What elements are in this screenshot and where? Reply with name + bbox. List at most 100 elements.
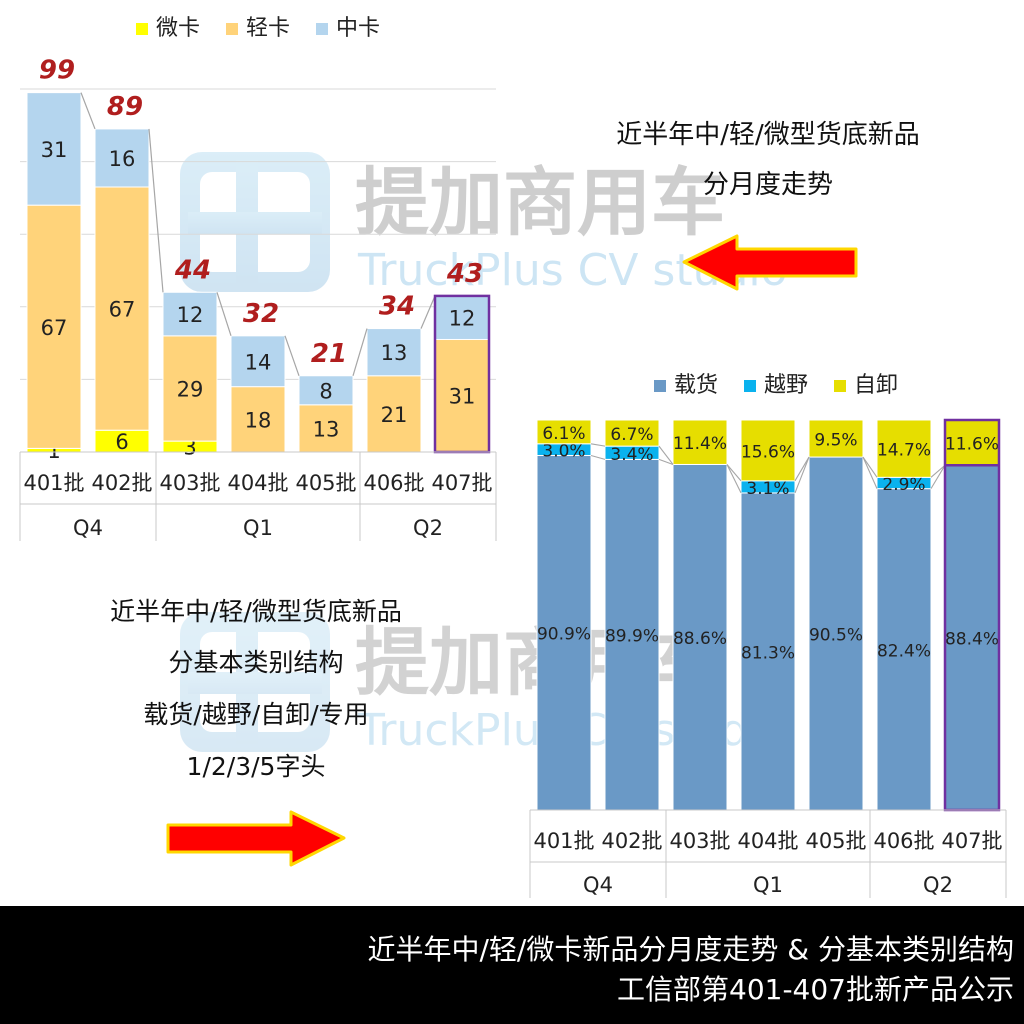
bar-自卸-406批: [876, 419, 932, 478]
total-label-407批: 43: [446, 259, 483, 289]
chart1-group-label-1: Q1: [243, 516, 273, 540]
data-label-轻卡-402批: 67: [109, 298, 136, 322]
total-label-404批: 32: [243, 299, 279, 329]
watermark-logo-icon: [180, 612, 330, 752]
legend-swatch-chart1-2: [316, 23, 328, 35]
series-connector: [590, 443, 606, 447]
legend-label-chart2-0: 载货: [674, 373, 718, 398]
bar-自卸-401批: [536, 419, 592, 445]
series-connector: [930, 464, 946, 489]
data-label-载货-402批: 89.9%: [605, 627, 659, 647]
data-label-越野-406批: 2.9%: [882, 475, 925, 495]
callout-top-line1: 近半年中/轻/微型货底新品: [616, 120, 920, 150]
legend-label-chart1-0: 微卡: [156, 16, 200, 41]
series-connector: [420, 295, 436, 329]
data-label-越野-401批: 3.0%: [542, 442, 585, 462]
chart1-category-label-6: 407批: [431, 471, 492, 495]
data-label-越野-402批: 3.4%: [610, 445, 653, 465]
data-label-自卸-406批: 14.7%: [877, 441, 931, 461]
data-label-自卸-402批: 6.7%: [610, 425, 653, 445]
chart2-category-label-3: 404批: [737, 829, 798, 853]
data-label-自卸-403批: 11.4%: [673, 434, 727, 454]
legend-swatch-chart2-2: [834, 380, 846, 392]
total-label-401批: 99: [39, 56, 75, 86]
bar-自卸-403批: [672, 419, 728, 465]
series-connector: [930, 464, 946, 478]
callout-bottom-line1: 近半年中/轻/微型货底新品: [110, 597, 402, 626]
chart2-group-label-2: Q2: [923, 873, 953, 897]
callout-bottom-line3: 载货/越野/自卸/专用: [143, 700, 368, 729]
data-label-中卡-404批: 14: [245, 350, 272, 374]
bar-中卡-404批: [230, 335, 286, 388]
data-label-自卸-407批: 11.6%: [945, 435, 999, 455]
series-connector: [216, 292, 232, 337]
bar-中卡-401批: [26, 92, 82, 206]
bar-载货-405批: [808, 456, 864, 811]
series-connector: [726, 464, 742, 482]
series-connector: [862, 456, 878, 489]
data-label-载货-403批: 88.6%: [673, 629, 727, 649]
legend-swatch-chart2-1: [744, 380, 756, 392]
watermark-logo-icon: [180, 152, 330, 292]
data-label-轻卡-403批: 29: [177, 377, 204, 401]
data-label-中卡-402批: 16: [109, 147, 136, 171]
chart-structure-by-type: 载货 越野 自卸 90.9% 3.0%6.1% 89.9% 3.4%6.7% 88.6% 11.…: [529, 373, 1007, 898]
total-label-403批: 44: [174, 255, 211, 285]
legend-swatch-chart2-0: [654, 380, 666, 392]
chart2-category-label-0: 401批: [533, 829, 594, 853]
series-connector: [352, 328, 368, 376]
chart1-category-label-1: 402批: [91, 471, 152, 495]
data-label-载货-406批: 82.4%: [877, 641, 931, 661]
data-label-载货-405批: 90.5%: [809, 626, 863, 646]
bar-载货-406批: [876, 488, 932, 811]
legend-swatch-chart1-1: [226, 23, 238, 35]
footer-subtitle: 工信部第401-407批新产品公示: [617, 973, 1014, 1006]
chart1-category-label-2: 403批: [159, 471, 220, 495]
data-label-中卡-406批: 13: [381, 341, 408, 365]
chart2-group-label-1: Q1: [753, 873, 783, 897]
chart1-group-label-2: Q2: [413, 516, 443, 540]
data-label-轻卡-401批: 67: [41, 316, 68, 340]
data-label-轻卡-404批: 18: [245, 408, 272, 432]
chart1-category-label-5: 406批: [363, 471, 424, 495]
watermark-brand: 提加商用车: [355, 160, 725, 246]
chart1-category-label-0: 401批: [23, 471, 84, 495]
bar-轻卡-405批: [298, 404, 354, 453]
chart2-category-label-6: 407批: [941, 829, 1002, 853]
chart1-category-label-3: 404批: [227, 471, 288, 495]
callout-bottom-line4: 1/2/3/5字头: [187, 752, 326, 781]
bar-载货-401批: [536, 454, 592, 811]
chart2-category-label-2: 403批: [669, 829, 730, 853]
data-label-中卡-407批: 12: [449, 307, 476, 331]
data-label-载货-401批: 90.9%: [537, 625, 591, 645]
footer-title: 近半年中/轻/微卡新品分月度走势 & 分基本类别结构: [367, 933, 1014, 966]
series-connector: [590, 454, 606, 460]
chart-canvas: 提加商用车 TruckPlus CV studio 提加商用车 TruckPlu…: [19, 16, 1007, 898]
data-label-轻卡-407批: 31: [449, 385, 476, 409]
chart2-category-label-4: 405批: [805, 829, 866, 853]
bar-轻卡-401批: [26, 204, 82, 449]
chart2-category-label-5: 406批: [873, 829, 934, 853]
bar-自卸-402批: [604, 419, 660, 447]
legend-label-chart2-2: 自卸: [854, 373, 898, 398]
bar-自卸-405批: [808, 419, 864, 458]
data-label-载货-404批: 81.3%: [741, 643, 795, 663]
data-label-中卡-405批: 8: [319, 379, 332, 403]
data-label-载货-407批: 88.4%: [945, 630, 999, 650]
data-label-自卸-404批: 15.6%: [741, 442, 795, 462]
series-connector: [658, 458, 674, 465]
bar-中卡-406批: [366, 328, 422, 377]
chart2-group-label-0: Q4: [583, 873, 613, 897]
total-label-402批: 89: [107, 92, 143, 122]
series-connector: [794, 456, 810, 494]
bar-自卸-404批: [740, 419, 796, 482]
legend-label-chart1-2: 中卡: [336, 16, 380, 41]
series-connector: [726, 464, 742, 494]
series-connector: [284, 335, 300, 376]
data-label-轻卡-406批: 21: [381, 403, 408, 427]
data-label-中卡-403批: 12: [177, 303, 204, 327]
total-label-406批: 34: [379, 292, 415, 322]
data-label-越野-404批: 3.1%: [746, 479, 789, 499]
bar-轻卡-402批: [94, 186, 150, 431]
series-connector: [862, 456, 878, 478]
